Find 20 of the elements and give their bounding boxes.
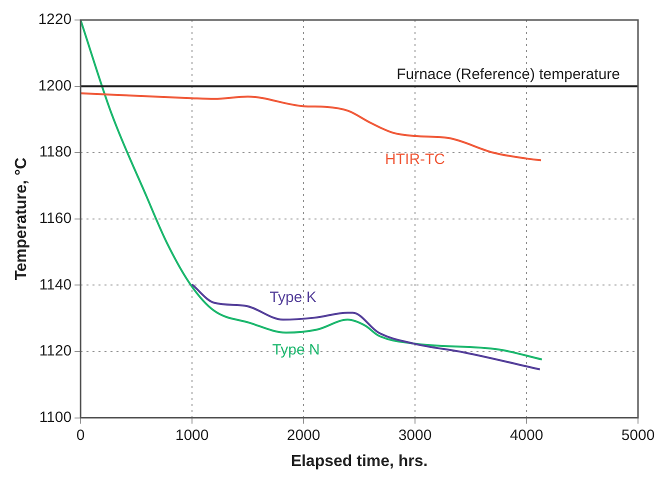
y-tick-label: 1220 [38, 11, 72, 28]
series-label: Type K [270, 288, 316, 306]
x-tick-label: 1000 [175, 426, 209, 444]
x-tick-label: 3000 [398, 426, 432, 444]
series-label: Type N [272, 342, 320, 359]
x-tick-label: 0 [76, 426, 85, 444]
y-axis-title: Temperature, °C [13, 157, 30, 280]
ref-line-label: Furnace (Reference) temperature [396, 66, 620, 83]
x-axis-title: Elapsed time, hrs. [290, 452, 428, 470]
series-label: HTIR-TC [385, 151, 446, 168]
line-series [191, 284, 541, 370]
y-tick-label: 1160 [39, 210, 72, 228]
y-tick-label: 1140 [39, 276, 72, 294]
y-tick-label: 1100 [39, 408, 72, 426]
x-tick-label: 4000 [510, 426, 544, 444]
y-tick-label: 1200 [38, 77, 72, 94]
x-tick-label: 5000 [621, 426, 655, 444]
x-tick-label: 2000 [286, 426, 320, 444]
y-tick-label: 1180 [39, 144, 72, 161]
y-tick-label: 1120 [39, 342, 72, 360]
